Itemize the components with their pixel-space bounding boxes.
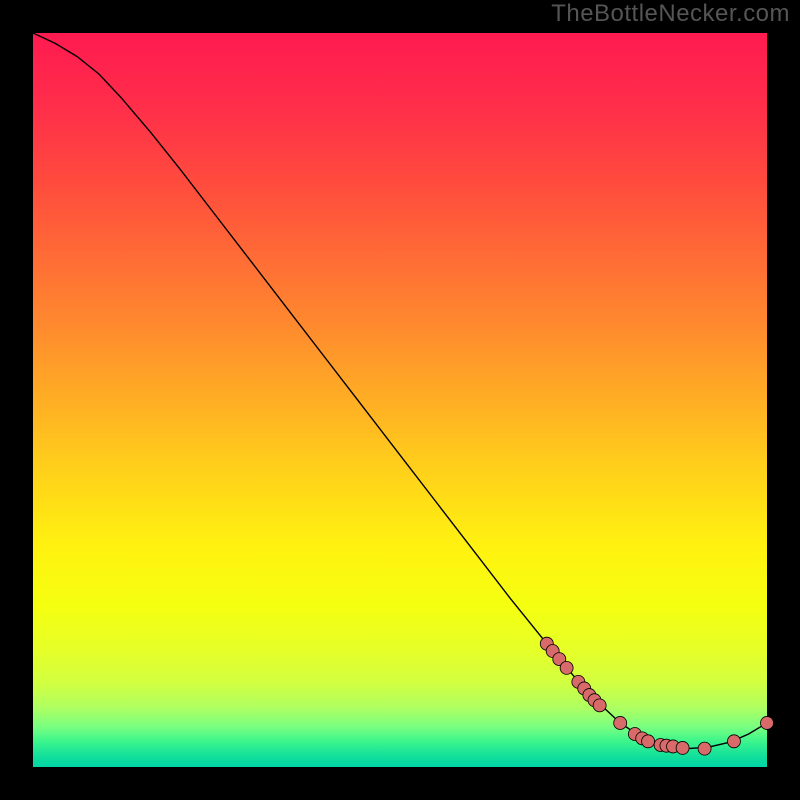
data-marker (614, 716, 627, 729)
plot-background (33, 33, 767, 767)
data-marker (698, 742, 711, 755)
data-marker (676, 741, 689, 754)
data-marker (761, 716, 774, 729)
data-marker (642, 735, 655, 748)
data-marker (560, 661, 573, 674)
data-marker (593, 699, 606, 712)
data-marker (727, 735, 740, 748)
bottleneck-chart (0, 0, 800, 800)
